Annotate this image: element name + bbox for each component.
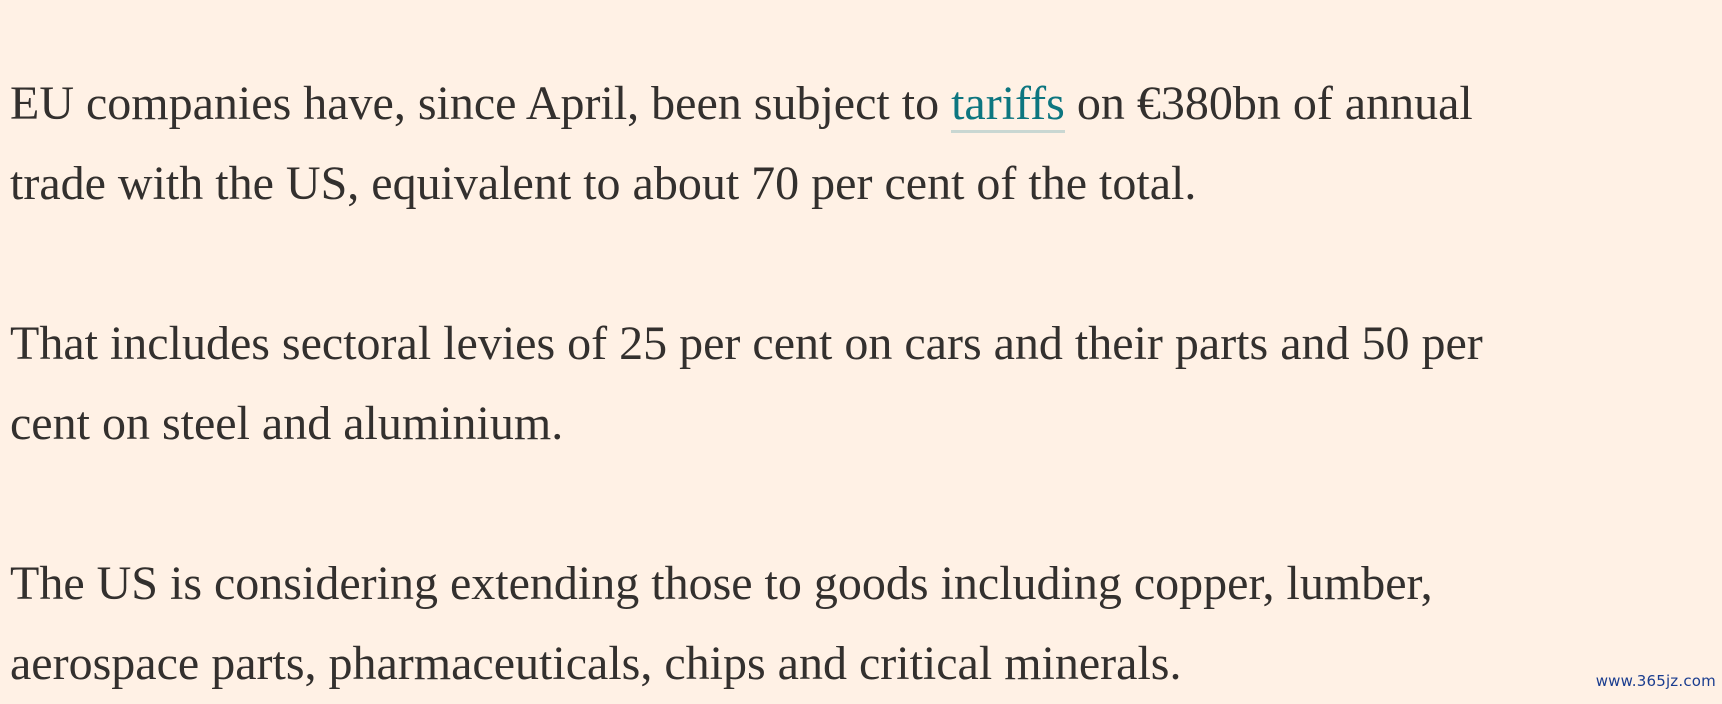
- article-body: EU companies have, since April, been sub…: [10, 64, 1710, 704]
- paragraph-line: EU companies have, since April, been sub…: [10, 77, 1473, 133]
- paragraph-line: trade with the US, equivalent to about 7…: [10, 157, 1197, 210]
- paragraph-sectoral-levies: That includes sectoral levies of 25 per …: [10, 304, 1710, 464]
- text-segment: EU companies have, since April, been sub…: [10, 77, 952, 130]
- paragraph-line: That includes sectoral levies of 25 per …: [10, 317, 1483, 370]
- tariffs-link[interactable]: tariffs: [951, 77, 1065, 133]
- paragraph-line: aerospace parts, pharmaceuticals, chips …: [10, 637, 1182, 690]
- paragraph-eu-tariffs: EU companies have, since April, been sub…: [10, 64, 1710, 224]
- paragraph-line: The US is considering extending those to…: [10, 557, 1433, 610]
- watermark: www.365jz.com: [1595, 672, 1716, 690]
- paragraph-line: cent on steel and aluminium.: [10, 397, 564, 450]
- text-segment: on €380bn of annual: [1064, 77, 1473, 130]
- paragraph-us-extension: The US is considering extending those to…: [10, 544, 1710, 704]
